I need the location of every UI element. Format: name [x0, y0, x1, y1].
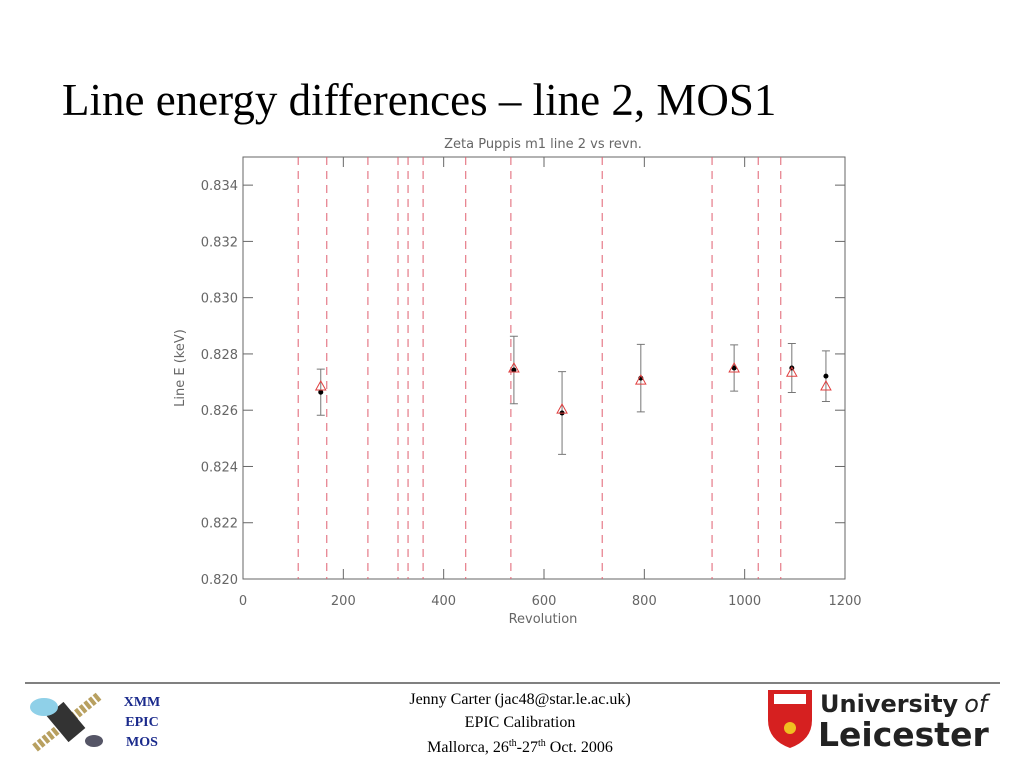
footer-text: EPIC Calibration [465, 714, 576, 731]
triangle-point [556, 403, 568, 414]
chart-title: Zeta Puppis m1 line 2 vs revn. [444, 137, 642, 152]
plot: 0 200 400 600 800 1000 1200 0.820 0.822 0.824 0.82… [201, 157, 862, 609]
dot-point [823, 373, 829, 379]
footer-text: Jenny Carter (jac48@star.le.ac.uk) [409, 691, 630, 708]
y-tick-label: 0.820 [201, 573, 238, 588]
y-tick-label: 0.828 [201, 348, 238, 363]
date-part: Mallorca, 26 [427, 739, 509, 756]
x-tick-label: 1200 [828, 594, 861, 609]
y-axis-label: Line E (keV) [173, 329, 188, 407]
triangle-point [820, 379, 832, 391]
triangle-point [785, 366, 798, 377]
x-tick-label: 1000 [728, 594, 761, 609]
university-text: University of [820, 690, 991, 718]
x-tick-label: 600 [532, 594, 557, 609]
leicester-shield [768, 690, 812, 748]
dot-point [511, 367, 517, 373]
university-word: of [964, 690, 991, 718]
y-tick-label: 0.822 [201, 517, 238, 532]
x-axis-label: Revolution [509, 612, 578, 627]
y-tick-label: 0.832 [201, 235, 238, 250]
date-part: -27 [517, 739, 538, 756]
logo-text: XMM [124, 695, 161, 710]
x-tick-label: 800 [632, 594, 657, 609]
university-word: University [820, 690, 959, 718]
triangle-point [508, 361, 520, 373]
dot-point [318, 389, 324, 395]
x-tick-label: 200 [331, 594, 356, 609]
x-tick-label: 400 [431, 594, 456, 609]
triangle-point [728, 361, 740, 373]
university-name: Leicester [818, 715, 989, 754]
date-sup: th [509, 738, 517, 749]
triangle-point [314, 379, 327, 391]
y-tick-label: 0.834 [201, 179, 238, 194]
y-tick-label: 0.830 [201, 292, 238, 307]
slide-title: Line energy differences – line 2, MOS1 [62, 75, 776, 125]
x-tick-label: 0 [239, 594, 247, 609]
date-part: Oct. 2006 [546, 739, 613, 756]
plot-frame [242, 156, 846, 580]
y-tick-label: 0.824 [201, 460, 238, 475]
dot-point [731, 365, 737, 371]
date-sup: th [538, 738, 546, 749]
y-tick-label: 0.826 [201, 404, 238, 419]
triangle-point [634, 374, 647, 385]
xmm-logo [30, 691, 103, 752]
logo-text: EPIC [125, 715, 158, 730]
footer-date: Mallorca, 26th-27th Oct. 2006 [427, 738, 613, 756]
logo-text: MOS [126, 735, 158, 750]
